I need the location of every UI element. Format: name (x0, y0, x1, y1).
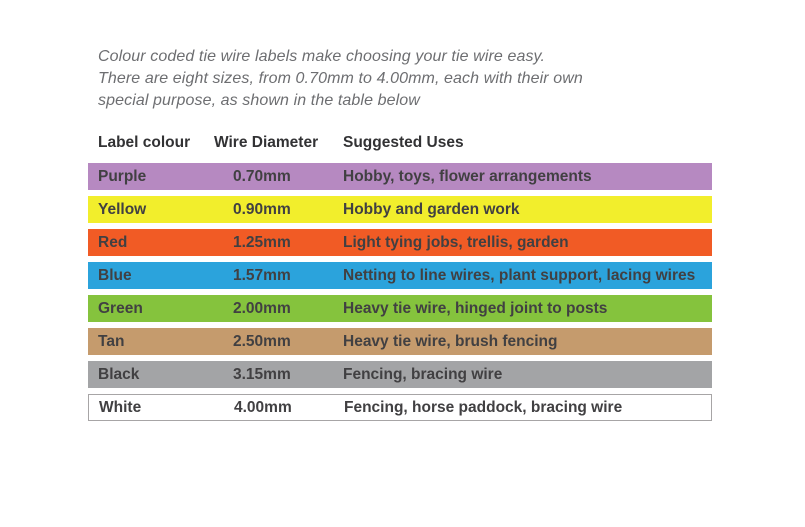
wire-diameter-cell: 0.70mm (233, 168, 291, 185)
wire-diameter-cell: 2.00mm (233, 300, 291, 317)
intro-line-3: special purpose, as shown in the table b… (98, 92, 420, 109)
suggested-uses-cell: Light tying jobs, trellis, garden (343, 234, 569, 251)
table-row-blue: Blue 1.57mm Netting to line wires, plant… (88, 262, 712, 289)
label-colour-cell: Blue (98, 267, 132, 284)
table-row-green: Green 2.00mm Heavy tie wire, hinged join… (88, 295, 712, 322)
wire-diameter-cell: 4.00mm (234, 399, 292, 416)
intro-paragraph: Colour coded tie wire labels make choosi… (98, 46, 583, 112)
label-colour-cell: Yellow (98, 201, 147, 218)
header-suggested-uses: Suggested Uses (343, 134, 464, 151)
table-row-red: Red 1.25mm Light tying jobs, trellis, ga… (88, 229, 712, 256)
intro-line-1: Colour coded tie wire labels make choosi… (98, 48, 546, 65)
suggested-uses-cell: Heavy tie wire, hinged joint to posts (343, 300, 608, 317)
intro-line-2: There are eight sizes, from 0.70mm to 4.… (98, 70, 583, 87)
table-row-yellow: Yellow 0.90mm Hobby and garden work (88, 196, 712, 223)
suggested-uses-cell: Hobby and garden work (343, 201, 520, 218)
label-colour-cell: Black (98, 366, 140, 383)
wire-diameter-cell: 1.57mm (233, 267, 291, 284)
table-rows: Purple 0.70mm Hobby, toys, flower arrang… (88, 163, 712, 421)
suggested-uses-cell: Netting to line wires, plant support, la… (343, 267, 696, 284)
wire-diameter-cell: 1.25mm (233, 234, 291, 251)
suggested-uses-cell: Fencing, bracing wire (343, 366, 503, 383)
suggested-uses-cell: Heavy tie wire, brush fencing (343, 333, 558, 350)
table-row-black: Black 3.15mm Fencing, bracing wire (88, 361, 712, 388)
table-header-row: Label colour Wire Diameter Suggested Use… (88, 131, 712, 155)
table-row-tan: Tan 2.50mm Heavy tie wire, brush fencing (88, 328, 712, 355)
label-colour-cell: White (99, 399, 142, 416)
header-label-colour: Label colour (98, 134, 191, 151)
table-row-purple: Purple 0.70mm Hobby, toys, flower arrang… (88, 163, 712, 190)
label-colour-cell: Purple (98, 168, 147, 185)
suggested-uses-cell: Fencing, horse paddock, bracing wire (344, 399, 623, 416)
header-wire-diameter: Wire Diameter (214, 134, 319, 151)
suggested-uses-cell: Hobby, toys, flower arrangements (343, 168, 592, 185)
wire-diameter-cell: 3.15mm (233, 366, 291, 383)
label-colour-cell: Green (98, 300, 143, 317)
wire-diameter-cell: 2.50mm (233, 333, 291, 350)
table-row-white: White 4.00mm Fencing, horse paddock, bra… (88, 394, 712, 421)
label-colour-cell: Tan (98, 333, 125, 350)
wire-diameter-cell: 0.90mm (233, 201, 291, 218)
tie-wire-table: Label colour Wire Diameter Suggested Use… (88, 131, 712, 421)
label-colour-cell: Red (98, 234, 128, 251)
